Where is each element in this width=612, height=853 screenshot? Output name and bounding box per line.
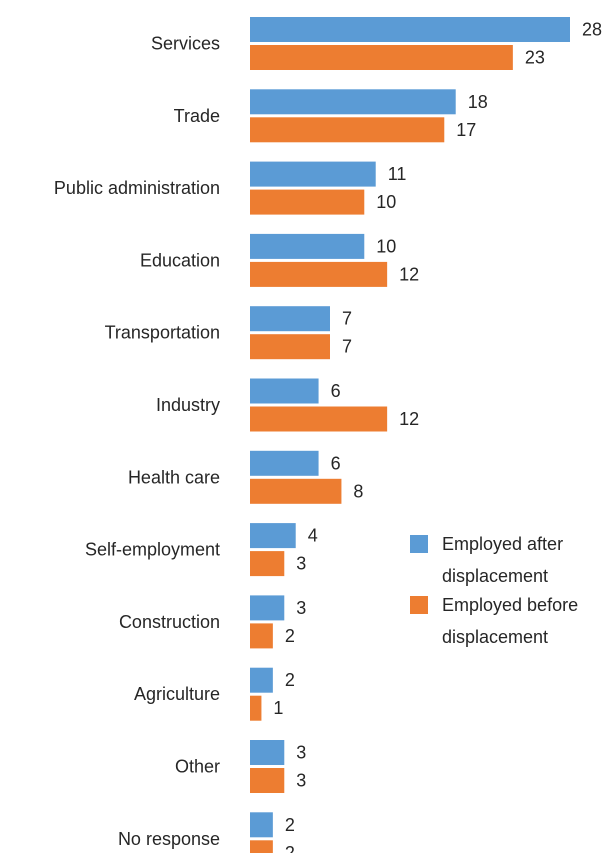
value-label-construction-before: 2 xyxy=(285,626,295,646)
category-label-services: Services xyxy=(151,34,220,54)
bar-no-response-after xyxy=(250,812,273,838)
legend-swatch-before xyxy=(410,596,428,614)
value-label-health-care-before: 8 xyxy=(353,481,363,501)
legend-label-after-line2: displacement xyxy=(442,566,548,586)
bar-construction-before xyxy=(250,623,273,649)
value-label-industry-after: 6 xyxy=(331,381,341,401)
category-label-education: Education xyxy=(140,250,220,270)
bar-trade-before xyxy=(250,117,445,143)
bar-education-after xyxy=(250,233,365,259)
value-label-other-before: 3 xyxy=(296,771,306,791)
category-label-public-administration: Public administration xyxy=(54,178,220,198)
bar-self-employment-after xyxy=(250,523,296,549)
bar-other-after xyxy=(250,740,285,765)
value-label-trade-before: 17 xyxy=(456,120,476,140)
bar-trade-after xyxy=(250,89,456,115)
bar-agriculture-before xyxy=(250,695,262,721)
legend-label-after-line1: Employed after xyxy=(442,534,563,554)
value-label-agriculture-after: 2 xyxy=(285,670,295,690)
value-label-transportation-before: 7 xyxy=(342,337,352,357)
category-label-other: Other xyxy=(175,757,220,777)
value-label-health-care-after: 6 xyxy=(331,453,341,473)
value-label-self-employment-before: 3 xyxy=(296,554,306,574)
bar-self-employment-before xyxy=(250,551,285,577)
bar-no-response-before xyxy=(250,840,273,853)
bar-health-care-after xyxy=(250,450,319,476)
value-label-services-before: 23 xyxy=(525,48,545,68)
category-label-trade: Trade xyxy=(174,106,220,126)
bar-health-care-before xyxy=(250,478,342,504)
legend-label-before-line1: Employed before xyxy=(442,595,578,615)
bar-public-administration-before xyxy=(250,189,365,215)
category-label-construction: Construction xyxy=(119,612,220,632)
value-label-self-employment-after: 4 xyxy=(308,526,318,546)
bar-construction-after xyxy=(250,595,285,621)
bar-services-after xyxy=(250,17,570,42)
value-label-public-administration-before: 10 xyxy=(376,192,396,212)
value-label-no-response-before: 2 xyxy=(285,843,295,853)
category-label-industry: Industry xyxy=(156,395,220,415)
category-label-health-care: Health care xyxy=(128,467,220,487)
bar-transportation-before xyxy=(250,334,330,360)
category-label-transportation: Transportation xyxy=(105,323,220,343)
value-label-trade-after: 18 xyxy=(468,92,488,112)
value-label-public-administration-after: 11 xyxy=(388,164,407,184)
category-label-agriculture: Agriculture xyxy=(134,684,220,704)
value-label-services-after: 28 xyxy=(582,20,602,40)
value-label-education-before: 12 xyxy=(399,264,419,284)
bar-public-administration-after xyxy=(250,161,376,187)
value-label-transportation-after: 7 xyxy=(342,309,352,329)
value-label-agriculture-before: 1 xyxy=(273,698,283,718)
bars-layer xyxy=(250,17,570,853)
bar-transportation-after xyxy=(250,306,330,332)
bar-agriculture-after xyxy=(250,667,273,693)
value-label-education-after: 10 xyxy=(376,236,396,256)
bar-industry-before xyxy=(250,406,388,432)
bar-services-before xyxy=(250,45,513,70)
value-label-industry-before: 12 xyxy=(399,409,419,429)
legend-label-before-line2: displacement xyxy=(442,627,548,647)
legend-swatch-after xyxy=(410,535,428,553)
legend: Employed after displacement Employed bef… xyxy=(410,534,578,647)
category-label-no-response: No response xyxy=(118,829,220,849)
category-label-self-employment: Self-employment xyxy=(85,540,220,560)
bar-education-before xyxy=(250,261,388,287)
value-label-other-after: 3 xyxy=(296,743,306,763)
bar-industry-after xyxy=(250,378,319,404)
value-label-construction-after: 3 xyxy=(296,598,306,618)
value-label-no-response-after: 2 xyxy=(285,815,295,835)
bar-other-before xyxy=(250,768,285,793)
